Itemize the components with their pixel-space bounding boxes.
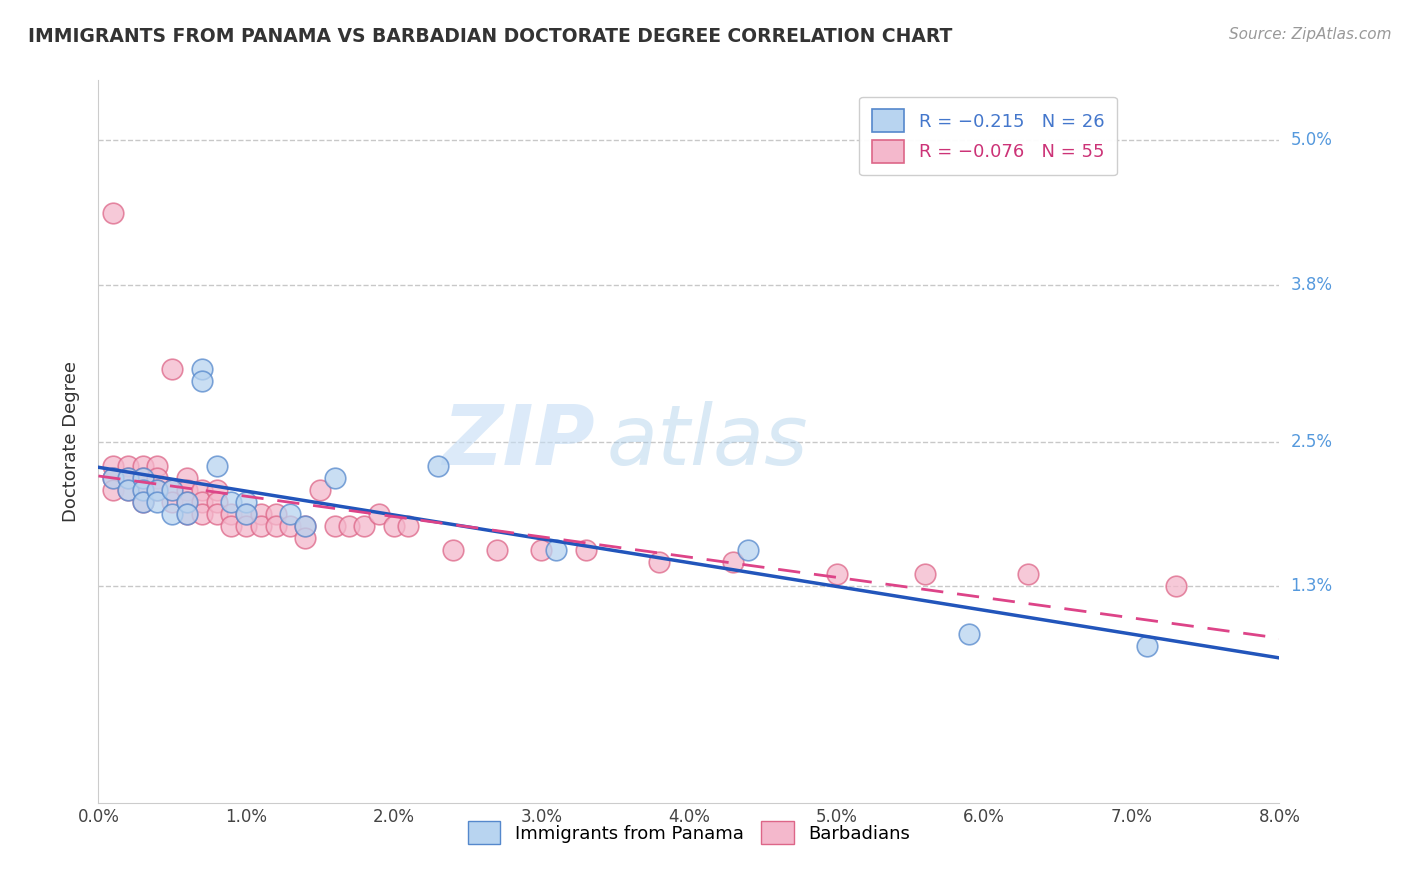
Point [235,518,257,533]
Point [205,483,228,497]
Point [103,470,125,484]
Point [132,458,155,473]
Point [309,483,332,497]
Point [205,494,228,508]
Text: atlas: atlas [606,401,808,482]
Point [176,507,198,521]
Point [176,483,198,497]
Point [427,458,450,473]
Point [250,518,273,533]
Point [146,458,169,473]
Point [176,494,198,508]
Point [264,507,287,521]
Text: 5.0%: 5.0% [1291,131,1333,150]
Point [235,494,257,508]
Point [221,518,243,533]
Point [117,458,139,473]
Point [176,507,198,521]
Point [146,494,169,508]
Point [264,518,287,533]
Text: ZIP: ZIP [441,401,595,482]
Point [235,507,257,521]
Point [205,507,228,521]
Point [146,483,169,497]
Point [191,374,214,388]
Point [353,518,375,533]
Text: 2.5%: 2.5% [1291,433,1333,450]
Point [486,542,509,557]
Point [648,555,671,569]
Point [191,494,214,508]
Point [146,483,169,497]
Point [191,507,214,521]
Point [914,567,936,582]
Point [146,470,169,484]
Point [117,470,139,484]
Point [162,507,183,521]
Point [221,507,243,521]
Point [1018,567,1040,582]
Point [546,542,568,557]
Point [530,542,553,557]
Point [205,458,228,473]
Point [162,362,183,376]
Point [117,483,139,497]
Point [1136,639,1159,653]
Legend: Immigrants from Panama, Barbadians: Immigrants from Panama, Barbadians [460,814,918,852]
Point [132,470,155,484]
Point [132,483,155,497]
Point [280,518,302,533]
Point [162,483,183,497]
Point [176,494,198,508]
Point [162,483,183,497]
Point [221,494,243,508]
Point [235,507,257,521]
Point [339,518,361,533]
Point [103,470,125,484]
Point [1166,579,1188,593]
Point [323,518,346,533]
Text: 3.8%: 3.8% [1291,276,1333,294]
Point [103,483,125,497]
Text: 1.3%: 1.3% [1291,577,1333,595]
Point [441,542,464,557]
Y-axis label: Doctorate Degree: Doctorate Degree [62,361,80,522]
Point [382,518,405,533]
Point [103,458,125,473]
Text: IMMIGRANTS FROM PANAMA VS BARBADIAN DOCTORATE DEGREE CORRELATION CHART: IMMIGRANTS FROM PANAMA VS BARBADIAN DOCT… [28,27,952,45]
Point [368,507,391,521]
Point [162,494,183,508]
Point [294,531,316,545]
Point [117,483,139,497]
Point [191,362,214,376]
Point [323,470,346,484]
Point [132,494,155,508]
Text: Source: ZipAtlas.com: Source: ZipAtlas.com [1229,27,1392,42]
Point [132,483,155,497]
Point [398,518,420,533]
Point [294,518,316,533]
Point [294,518,316,533]
Point [723,555,745,569]
Point [132,470,155,484]
Point [959,627,981,641]
Point [132,494,155,508]
Point [191,483,214,497]
Point [103,205,125,219]
Point [117,470,139,484]
Point [575,542,598,557]
Point [825,567,848,582]
Point [176,470,198,484]
Point [737,542,759,557]
Point [280,507,302,521]
Point [250,507,273,521]
